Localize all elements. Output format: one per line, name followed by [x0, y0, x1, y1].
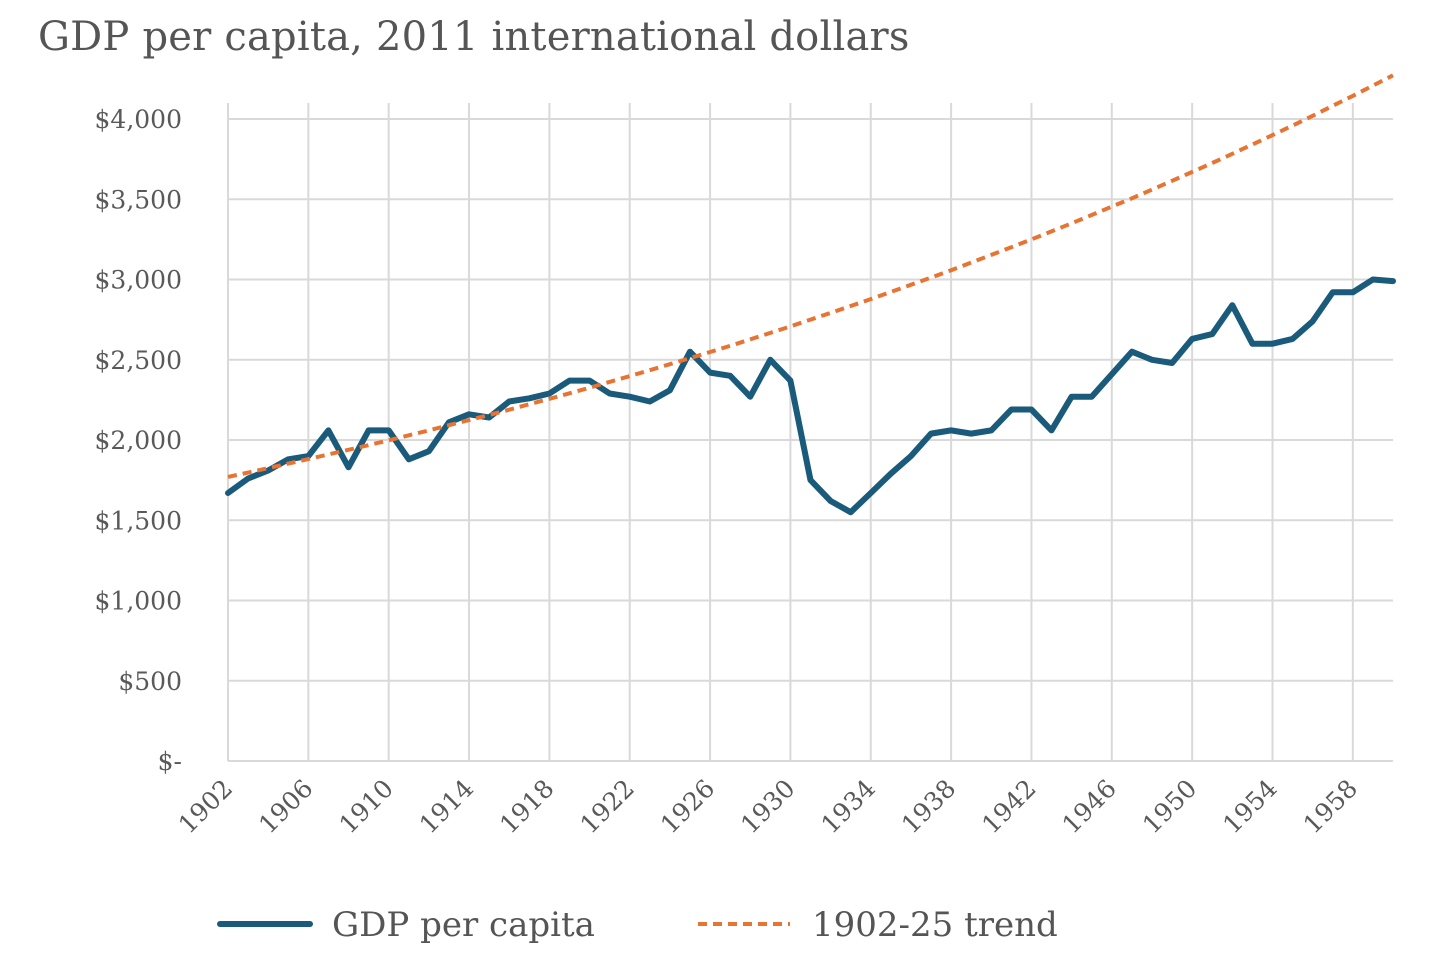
series-line-1: [227, 73, 1394, 479]
x-tick-label: 1922: [574, 774, 639, 839]
x-tick-label: 1958: [1298, 774, 1363, 839]
y-tick-label: $2,500: [95, 346, 182, 375]
x-tick-label: 1934: [816, 774, 881, 839]
series-line-0: [225, 276, 1396, 516]
x-axis-tick-labels: 1902 1906 1910 1914 1918 1922 1926 1930 1934 1938…: [173, 774, 1363, 839]
x-tick-label: 1918: [494, 774, 559, 839]
grid-lines: [227, 103, 1393, 762]
x-tick-label: 1950: [1137, 774, 1202, 839]
y-tick-label: $3,000: [95, 266, 182, 295]
chart-title: GDP per capita, 2011 international dolla…: [38, 14, 910, 60]
plot-series: [225, 73, 1396, 516]
x-tick-label: 1954: [1217, 774, 1282, 839]
y-tick-label: $2,000: [95, 426, 182, 455]
x-tick-label: 1906: [253, 774, 318, 839]
y-axis-tick-labels: $- $500 $1,000 $1,500 $2,000 $2,500 $3,000 $3,5…: [95, 105, 182, 776]
y-tick-label: $500: [118, 667, 182, 696]
x-tick-label: 1902: [173, 774, 238, 839]
y-tick-label: $1,000: [95, 587, 182, 616]
legend: GDP per capita 1902-25 trend: [217, 905, 1058, 945]
y-tick-label: $3,500: [95, 185, 182, 214]
y-tick-label: $-: [158, 747, 182, 776]
x-tick-label: 1914: [414, 774, 479, 839]
x-tick-label: 1938: [896, 774, 961, 839]
y-tick-label: $4,000: [95, 105, 182, 134]
legend-label-0: GDP per capita: [332, 905, 595, 945]
x-tick-label: 1942: [976, 774, 1041, 839]
x-tick-label: 1946: [1057, 774, 1122, 839]
x-tick-label: 1910: [333, 774, 398, 839]
x-tick-label: 1930: [735, 774, 800, 839]
y-tick-label: $1,500: [95, 506, 182, 535]
legend-label-1: 1902-25 trend: [812, 905, 1058, 945]
x-tick-label: 1926: [655, 774, 720, 839]
